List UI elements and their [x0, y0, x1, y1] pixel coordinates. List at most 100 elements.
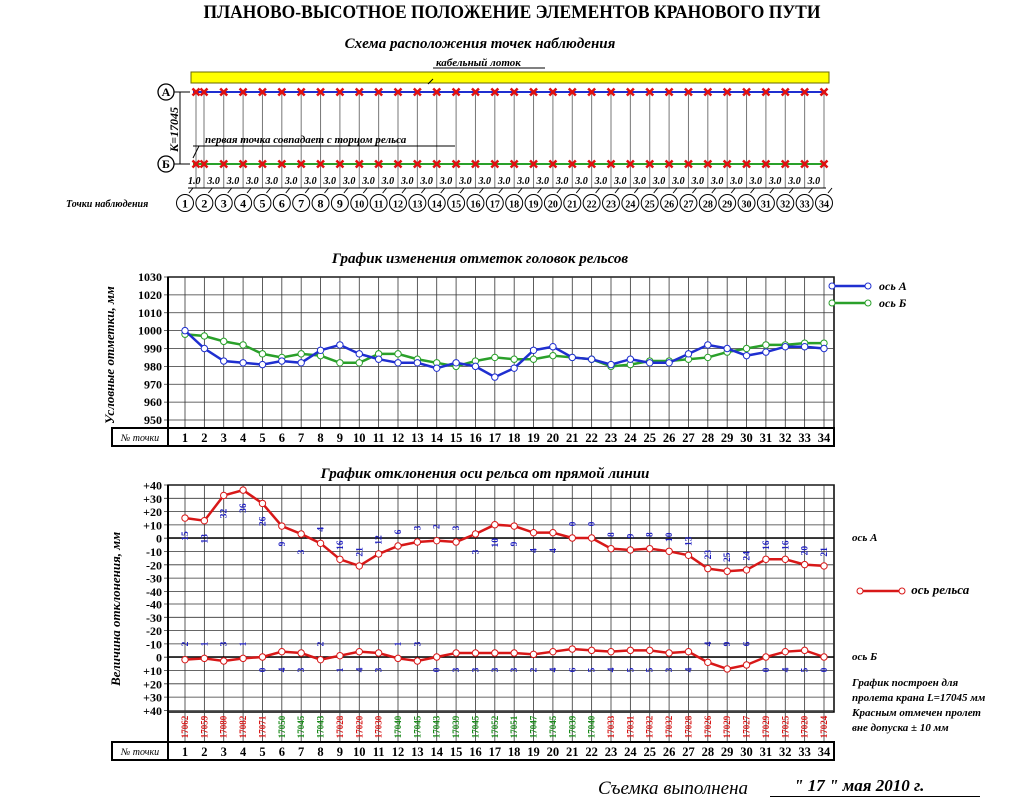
- data-point: [452, 359, 460, 367]
- data-point: [762, 348, 770, 356]
- data-point: [626, 646, 635, 655]
- deviation-label: 1: [394, 641, 404, 646]
- x-tick-label: 9: [337, 745, 343, 759]
- x-tick-label: 26: [663, 745, 676, 759]
- x-tick-label: 19: [527, 745, 540, 759]
- data-point: [452, 538, 460, 546]
- data-point: [742, 344, 751, 353]
- data-point: [684, 350, 693, 358]
- data-point: [704, 341, 712, 349]
- point-circle: [176, 194, 194, 212]
- y-tick-label: +30: [143, 691, 162, 705]
- deviation-label: 6: [743, 641, 753, 646]
- data-point: [220, 337, 228, 346]
- point-circle: [602, 194, 620, 212]
- point-circle: [737, 194, 756, 212]
- observation-point-marker: [606, 87, 616, 97]
- data-point: [200, 654, 209, 663]
- x-tick-label: 33: [798, 431, 811, 445]
- data-point: [297, 350, 305, 358]
- data-point: [742, 566, 751, 574]
- deviation-label: 0: [433, 667, 443, 672]
- data-point: [607, 647, 615, 656]
- point-circle: [485, 194, 504, 212]
- point-circle: [369, 194, 388, 212]
- span-value: 17045: [470, 715, 480, 738]
- spacing-label: 3.0: [323, 176, 337, 187]
- deviation-label: 13: [200, 534, 210, 544]
- point-circle: [756, 194, 775, 212]
- deviation-label: 21: [820, 547, 830, 557]
- point-number: 21: [567, 200, 577, 211]
- data-point: [471, 649, 480, 657]
- data-point: [549, 528, 557, 537]
- point-number: 16: [470, 200, 480, 211]
- spacing-label: 3.0: [381, 176, 395, 187]
- x-tick-label: 32: [779, 745, 792, 759]
- y-tick-label: +20: [143, 505, 162, 519]
- x-tick-label: 31: [760, 431, 773, 445]
- y-tick-label: -20: [146, 558, 162, 572]
- data-point: [258, 653, 267, 661]
- x-tick-label: 23: [605, 745, 618, 759]
- observation-point-marker: [432, 87, 442, 97]
- data-point: [491, 353, 499, 362]
- observation-point-marker: [819, 159, 829, 169]
- spacing-label: 3.0: [768, 176, 782, 187]
- x-tick-label: 24: [624, 745, 637, 759]
- note-line: вне допуска ± 10 мм: [852, 722, 949, 734]
- x-tick-label: 18: [508, 745, 521, 759]
- point-number: 6: [279, 197, 285, 211]
- axis-b-letter: Б: [162, 157, 170, 171]
- data-point: [742, 351, 751, 360]
- cable-tray-leader: [427, 78, 434, 85]
- span-value: 17030: [374, 715, 384, 738]
- spacing-label: 3.0: [516, 176, 530, 187]
- data-point: [549, 647, 557, 656]
- data-point: [258, 499, 267, 508]
- deviation-label: 3: [297, 549, 307, 554]
- x-tick-label: 13: [411, 745, 424, 759]
- survey-label: Съемка выполнена: [598, 778, 748, 799]
- span-value: 17020: [800, 715, 810, 738]
- point-circle: [718, 194, 737, 212]
- span-value: 17031: [625, 715, 635, 738]
- data-point: [762, 341, 770, 349]
- deviation-label: 3: [413, 641, 423, 646]
- deviation-label: 9: [723, 641, 733, 646]
- y-axis-title: Условные отметки, мм: [102, 286, 117, 424]
- data-point: [607, 360, 615, 369]
- x-tick-label: 12: [392, 431, 405, 445]
- spacing-label: 3.0: [555, 176, 569, 187]
- deviation-label: 5: [588, 667, 598, 672]
- y-tick-label: 0: [156, 651, 162, 665]
- deviation-label: 26: [258, 516, 268, 526]
- point-leader: [459, 187, 465, 194]
- observation-point-marker: [490, 159, 500, 169]
- point-number: 4: [240, 197, 246, 211]
- x-tick-label: 17: [489, 745, 502, 759]
- point-leader: [769, 187, 775, 194]
- data-point: [239, 341, 247, 349]
- point-circle: [466, 194, 485, 212]
- observation-point-marker: [412, 159, 422, 169]
- x-tick-label: 32: [779, 431, 792, 445]
- observation-point-marker: [548, 159, 558, 169]
- data-point: [413, 359, 422, 367]
- data-point: [781, 555, 789, 563]
- point-leader: [246, 187, 252, 194]
- observation-point-marker: [800, 159, 810, 169]
- data-point: [374, 550, 383, 558]
- data-point: [355, 562, 363, 570]
- data-point: [549, 351, 557, 360]
- x-tick-label: 24: [624, 431, 637, 445]
- deviation-label: 8: [646, 532, 656, 537]
- point-number: 17: [490, 200, 500, 211]
- x-tick-label: 30: [740, 431, 753, 445]
- first-point-note: первая точка совпадает с торцом рельса: [205, 134, 407, 146]
- point-number: 26: [664, 200, 674, 211]
- x-tick-label: 31: [760, 745, 773, 759]
- span-value: 17047: [529, 715, 539, 738]
- span-value: 17028: [335, 715, 345, 738]
